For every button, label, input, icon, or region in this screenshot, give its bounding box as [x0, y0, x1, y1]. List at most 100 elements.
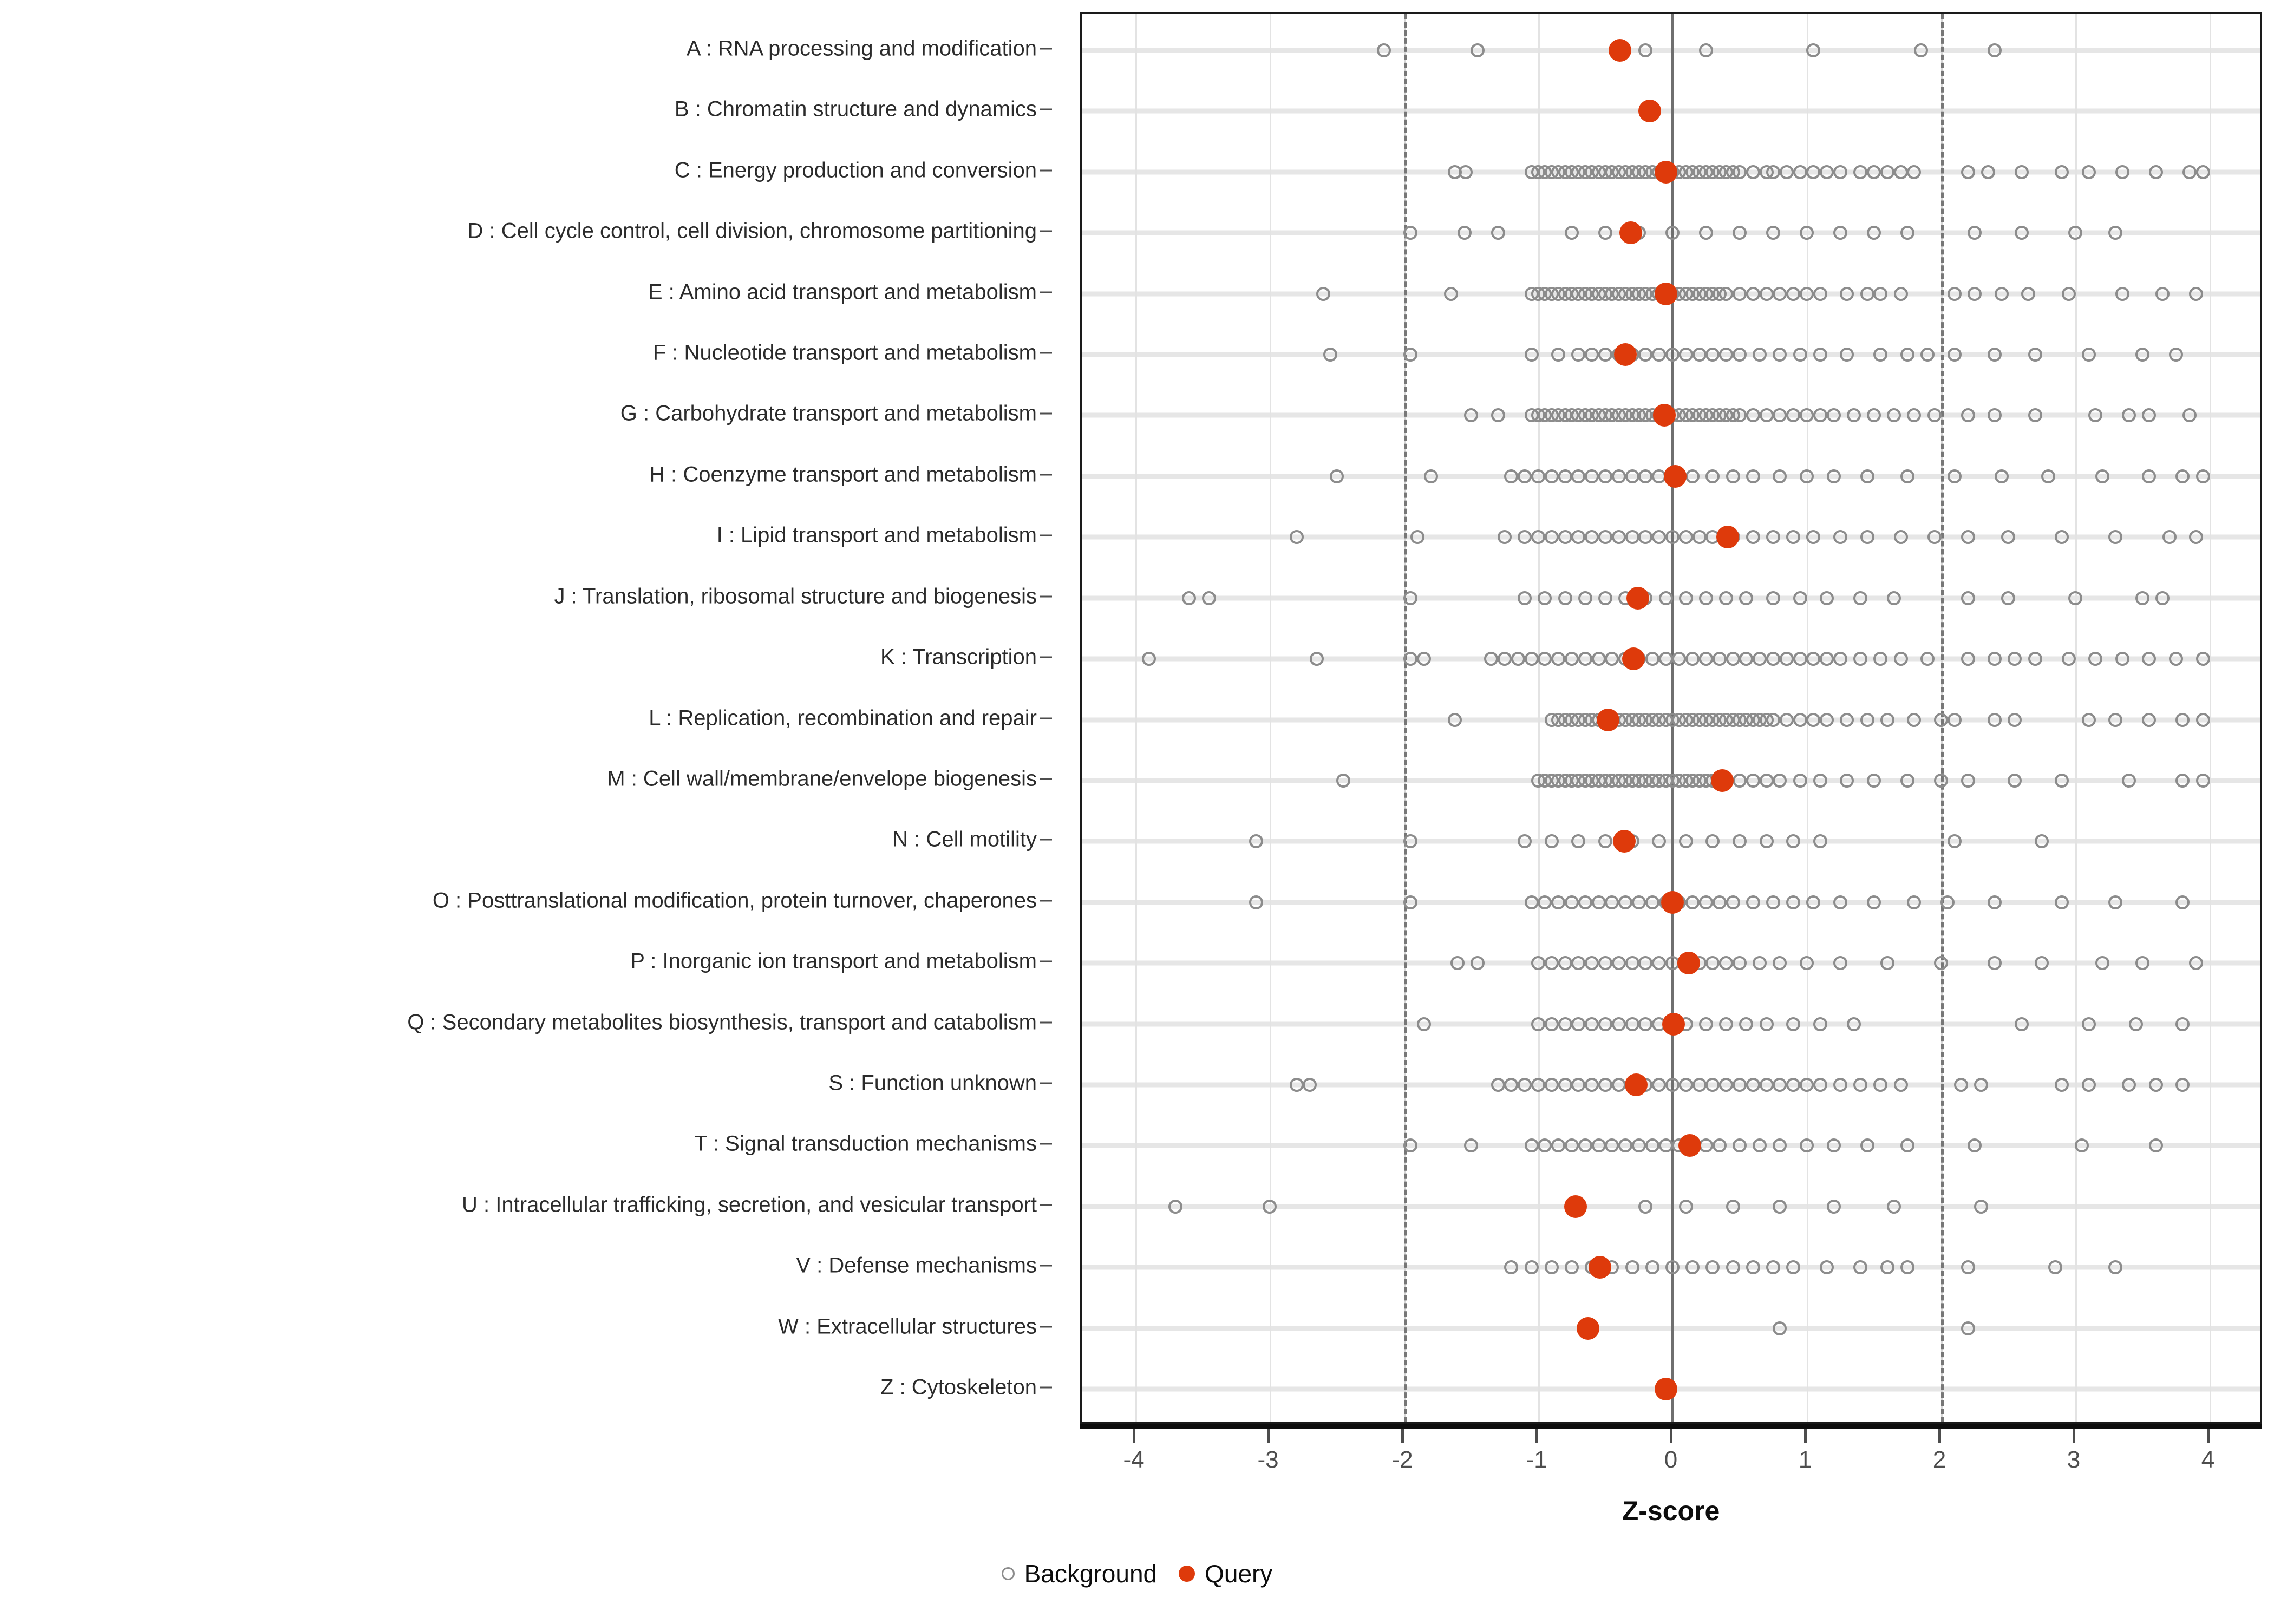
background-point [1403, 834, 1418, 849]
background-point [2055, 773, 2069, 788]
background-point [1773, 1077, 1787, 1092]
background-point [1766, 895, 1780, 909]
background-point [1678, 348, 1693, 362]
query-point[interactable] [1564, 1195, 1587, 1218]
background-point [1531, 530, 1545, 545]
query-point[interactable] [1626, 586, 1649, 610]
background-point [1598, 530, 1612, 545]
background-point [1746, 530, 1760, 545]
background-point [1598, 348, 1612, 362]
query-point[interactable] [1609, 39, 1632, 62]
query-point[interactable] [1654, 282, 1677, 305]
background-point [1571, 348, 1586, 362]
background-point [1459, 165, 1473, 179]
background-point [1961, 1260, 1975, 1275]
y-axis-tick [1040, 595, 1052, 598]
query-point[interactable] [1612, 830, 1636, 853]
background-point [1913, 43, 1928, 57]
background-point [1961, 165, 1975, 179]
row-gridline [1082, 839, 2260, 844]
x-axis-tick-label: 1 [1798, 1446, 1812, 1473]
background-point [1652, 956, 1667, 971]
background-point [1524, 1260, 1539, 1275]
background-point [1860, 712, 1874, 727]
background-point [2155, 286, 2170, 301]
y-axis-label: W : Extracellular structures [778, 1314, 1037, 1339]
background-point [1746, 286, 1760, 301]
background-point [1685, 652, 1700, 666]
query-point[interactable] [1710, 769, 1734, 792]
background-point [2041, 469, 2056, 483]
y-axis-label: S : Function unknown [828, 1071, 1037, 1095]
background-point [1873, 286, 1888, 301]
background-point [1920, 652, 1935, 666]
background-point [1853, 1260, 1868, 1275]
query-point[interactable] [1619, 221, 1643, 245]
background-point [2001, 530, 2015, 545]
background-point [1323, 348, 1337, 362]
background-point [1685, 469, 1700, 483]
background-point [1733, 348, 1747, 362]
y-axis-tick [1040, 1021, 1052, 1024]
y-axis-tick [1040, 108, 1052, 110]
background-point [1598, 956, 1612, 971]
query-point[interactable] [1622, 647, 1645, 671]
query-point[interactable] [1662, 1012, 1685, 1036]
background-point [1947, 834, 1962, 849]
y-axis-tick [1040, 230, 1052, 232]
query-point[interactable] [1661, 890, 1684, 914]
legend-item-background[interactable]: Background [1001, 1559, 1157, 1588]
query-point[interactable] [1654, 160, 1677, 184]
background-point [1833, 1077, 1847, 1092]
background-point [1565, 1138, 1579, 1153]
background-point [2014, 1017, 2029, 1031]
query-point[interactable] [1614, 343, 1637, 366]
background-point [1544, 1077, 1559, 1092]
background-point [1141, 652, 1156, 666]
background-point [1860, 530, 1874, 545]
background-point [2162, 530, 2177, 545]
background-point [2068, 591, 2082, 605]
background-point [1820, 165, 1834, 179]
query-point[interactable] [1663, 464, 1687, 488]
query-point[interactable] [1638, 100, 1661, 123]
background-point [1585, 1017, 1599, 1031]
query-point[interactable] [1678, 1134, 1702, 1157]
background-point [1289, 1077, 1304, 1092]
background-point [1618, 1138, 1633, 1153]
query-point[interactable] [1716, 526, 1739, 549]
query-point[interactable] [1653, 404, 1676, 427]
background-point [2142, 652, 2157, 666]
query-point[interactable] [1625, 1073, 1648, 1096]
query-point[interactable] [1576, 1317, 1599, 1340]
background-point [1658, 591, 1673, 605]
background-point [1625, 1017, 1639, 1031]
background-point [1376, 43, 1391, 57]
background-point [1793, 652, 1807, 666]
background-point [1813, 1017, 1827, 1031]
background-point [2081, 348, 2096, 362]
background-point [2014, 226, 2029, 240]
legend-item-query[interactable]: Query [1179, 1559, 1272, 1588]
background-point [1625, 956, 1639, 971]
query-point[interactable] [1654, 1378, 1677, 1400]
background-point [1538, 1138, 1552, 1153]
query-point[interactable] [1596, 708, 1619, 731]
background-point [1538, 652, 1552, 666]
y-axis-label: L : Replication, recombination and repai… [649, 706, 1037, 730]
filled-circle-icon [1179, 1566, 1195, 1582]
background-point [2108, 1260, 2123, 1275]
query-point[interactable] [1677, 952, 1700, 975]
background-point [2122, 773, 2136, 788]
background-point [1678, 1077, 1693, 1092]
background-point [2169, 348, 2183, 362]
background-point [2014, 165, 2029, 179]
background-point [1813, 834, 1827, 849]
background-point [1733, 286, 1747, 301]
background-point [1753, 1138, 1767, 1153]
background-point [1907, 895, 1922, 909]
background-point [1565, 226, 1579, 240]
background-point [1578, 895, 1592, 909]
background-point [1719, 348, 1734, 362]
query-point[interactable] [1589, 1256, 1612, 1279]
